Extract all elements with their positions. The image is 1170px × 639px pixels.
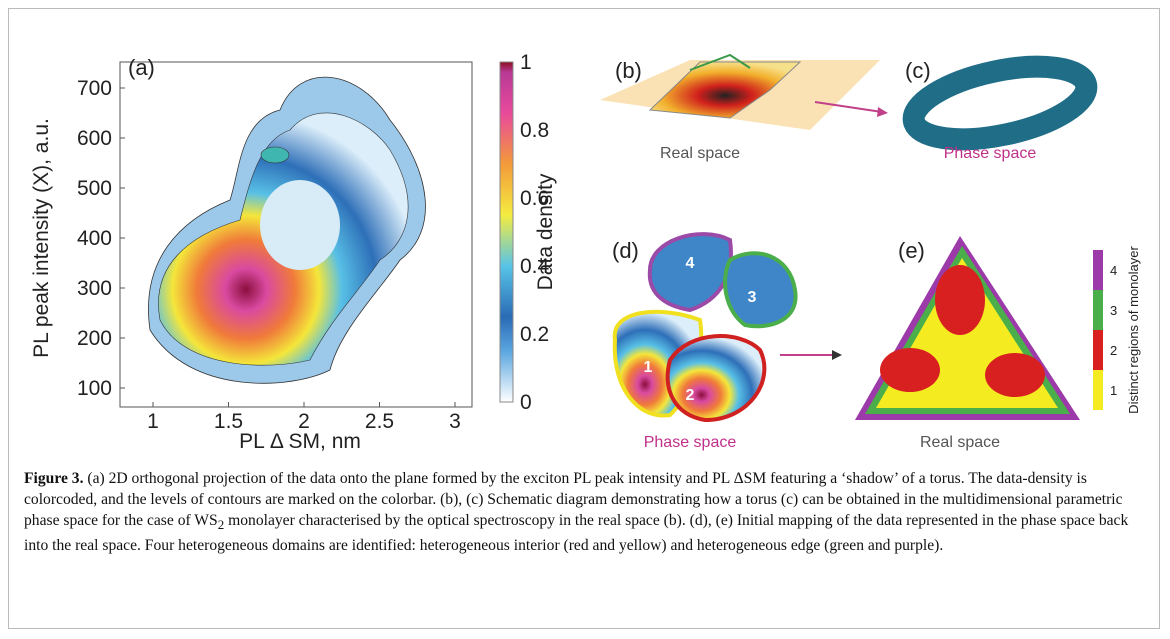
- figure: (a) PL Δ SM, nm PL peak intensity (X), a…: [0, 0, 1170, 460]
- colorbar-1: [1093, 370, 1103, 410]
- figure-caption: Figure 3. (a) 2D orthogonal projection o…: [24, 468, 1134, 556]
- colorbar-tick-label: 3: [1110, 303, 1117, 318]
- interior-red: [935, 265, 985, 335]
- x-tick-label: 1.5: [214, 410, 243, 433]
- region-label: 2: [686, 387, 695, 404]
- panel-label: (e): [898, 238, 925, 263]
- colorbar-label: Distinct regions of monolayer: [1126, 246, 1141, 414]
- region-3: [725, 253, 796, 326]
- y-tick-label: 400: [77, 227, 112, 250]
- torus: [907, 53, 1092, 152]
- colorbar-2: [1093, 330, 1103, 370]
- panel-c: (c) Phase space: [905, 53, 1093, 162]
- colorbar-4: [1093, 250, 1103, 290]
- panel-label: (b): [615, 58, 642, 83]
- panel-caption: Real space: [920, 434, 1000, 451]
- panel-caption: Phase space: [944, 145, 1037, 162]
- panel-label: (c): [905, 58, 931, 83]
- contour-hole: [260, 180, 340, 270]
- region-4: [650, 234, 731, 310]
- y-tick-label: 500: [77, 177, 112, 200]
- panel-label: (d): [612, 238, 639, 263]
- x-tick-label: 3: [449, 410, 461, 433]
- panel-b: (b) Real space: [600, 55, 888, 162]
- colorbar-tick-label: 2: [1110, 343, 1117, 358]
- y-axis-label: PL peak intensity (X), a.u.: [30, 118, 53, 358]
- x-tick-label: 1: [147, 410, 159, 433]
- colorbar-tick-label: 0.2: [520, 323, 549, 346]
- colorbar-3: [1093, 290, 1103, 330]
- colorbar-tick-label: 0.4: [520, 255, 550, 278]
- colorbar: [500, 62, 513, 402]
- region-label: 3: [748, 289, 757, 306]
- contour: [261, 147, 289, 163]
- y-tick-label: 700: [77, 77, 112, 100]
- region-2: [668, 336, 765, 420]
- colorbar-tick-label: 0.6: [520, 187, 549, 210]
- panel-caption: Real space: [660, 145, 740, 162]
- panel-d: (d) Phase space: [612, 234, 842, 451]
- region-label: 1: [644, 359, 653, 376]
- colorbar-tick-label: 0.8: [520, 119, 549, 142]
- panel-e: (e) Real space Distinct regions of monol…: [855, 236, 1141, 451]
- colorbar-tick-label: 4: [1110, 263, 1117, 278]
- colorbar-tick-label: 1: [1110, 383, 1117, 398]
- x-axis-label: PL Δ SM, nm: [239, 430, 361, 453]
- y-tick-label: 100: [77, 377, 112, 400]
- colorbar-tick-label: 1: [520, 51, 532, 74]
- caption-label: Figure 3.: [24, 470, 83, 487]
- interior-red: [880, 348, 940, 392]
- panel-label: (a): [128, 55, 155, 80]
- region-label: 4: [686, 255, 695, 272]
- y-tick-label: 600: [77, 127, 112, 150]
- panel-caption: Phase space: [644, 434, 737, 451]
- x-tick-label: 2: [298, 410, 310, 433]
- interior-red: [985, 353, 1045, 397]
- x-tick-label: 2.5: [365, 410, 394, 433]
- arrowhead: [877, 107, 888, 117]
- colorbar-tick-label: 0: [520, 391, 532, 414]
- y-tick-label: 200: [77, 327, 112, 350]
- arrowhead: [832, 350, 842, 360]
- y-tick-label: 300: [77, 277, 112, 300]
